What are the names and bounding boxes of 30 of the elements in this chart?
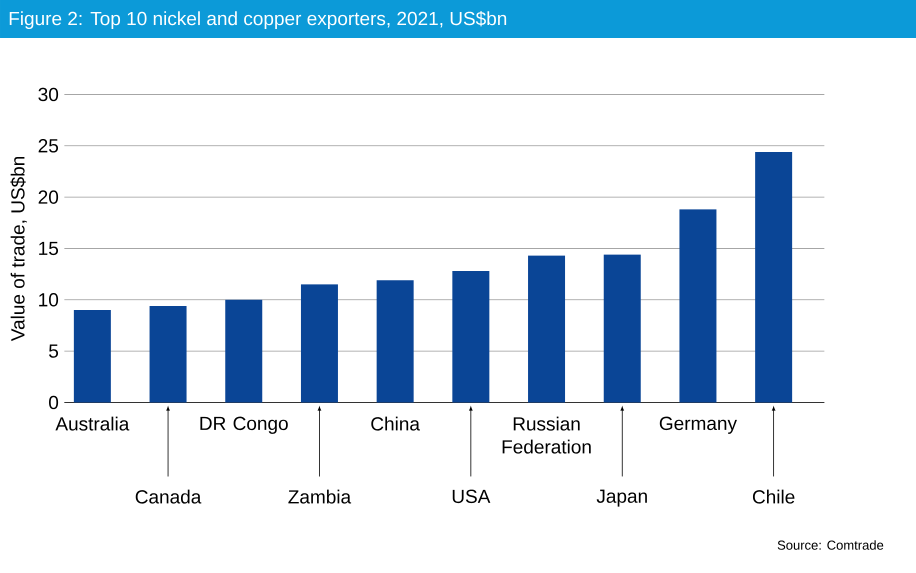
bar bbox=[452, 271, 490, 402]
bar bbox=[376, 280, 414, 402]
x-tick-label: Germany bbox=[660, 416, 737, 434]
x-tick-label: Canada bbox=[136, 490, 202, 504]
x-tick-label: Australia bbox=[55, 416, 130, 431]
bar bbox=[74, 310, 111, 402]
x-tick-label: Japan bbox=[596, 490, 647, 507]
bar bbox=[528, 256, 566, 402]
x-tick-label: USA bbox=[452, 490, 490, 504]
x-tick-label: Russian Federation bbox=[502, 416, 591, 454]
y-axis-title: Value of trade, US$bn bbox=[10, 156, 27, 342]
y-tick-label: 20 bbox=[38, 190, 58, 204]
source-note: Source: Comtrade bbox=[778, 540, 884, 550]
y-tick-label: 5 bbox=[49, 344, 58, 358]
bar bbox=[225, 300, 262, 402]
chart-title: Figure 2: Top 10 nickel and copper exporters, 2021, US$bn bbox=[10, 10, 506, 29]
bar bbox=[150, 306, 187, 402]
y-tick-label: 15 bbox=[39, 242, 58, 256]
bar bbox=[755, 152, 792, 402]
x-tick-label: China bbox=[371, 416, 420, 431]
y-tick-label: 0 bbox=[49, 396, 58, 410]
x-tick-label: DR Congo bbox=[200, 416, 288, 434]
bar bbox=[604, 254, 641, 402]
bar bbox=[300, 284, 338, 402]
x-tick-label: Chile bbox=[752, 490, 794, 504]
bar bbox=[679, 209, 716, 402]
y-tick-label: 30 bbox=[38, 88, 58, 102]
y-tick-label: 10 bbox=[39, 293, 58, 307]
y-tick-label: 25 bbox=[38, 139, 58, 153]
x-tick-label: Zambia bbox=[288, 490, 352, 504]
